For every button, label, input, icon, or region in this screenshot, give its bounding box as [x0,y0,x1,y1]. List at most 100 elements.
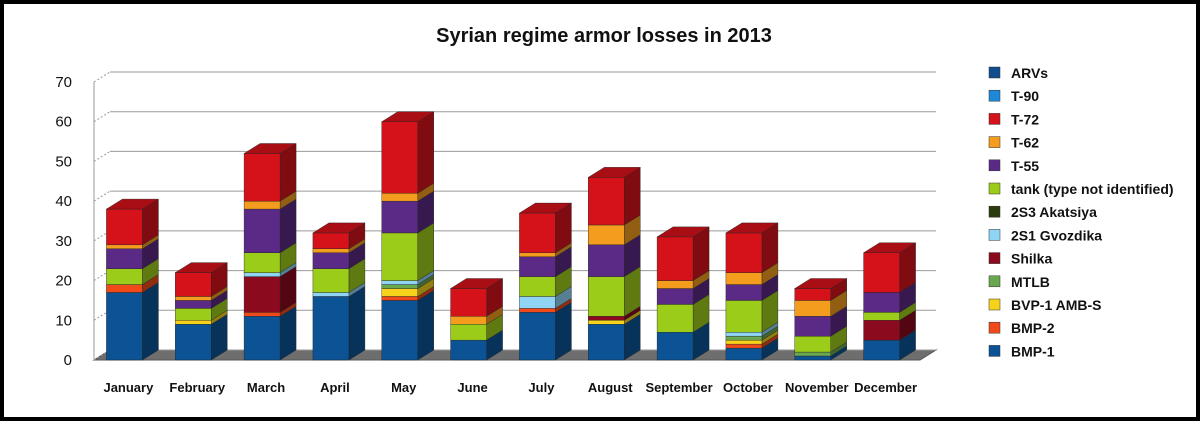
legend-swatch [988,321,1001,334]
gridline-depth [93,111,111,123]
bar-segment [588,234,641,277]
legend-swatch [988,66,1001,79]
bar-segment [175,262,228,297]
legend-label: T-90 [1011,88,1039,104]
bar-top [243,143,297,154]
bar-top [449,278,504,289]
legend-swatch [988,205,1001,218]
bar-segment [519,246,572,277]
bar-stack-october [725,222,779,361]
bar-stack-january [105,198,160,361]
bar-segment [450,313,503,341]
bar-segment [106,198,159,246]
gridline-depth [93,190,111,202]
y-tick-label: 40 [55,193,72,210]
x-tick-label: September [645,380,712,395]
bar-stack-march [243,143,297,361]
legend-swatch [988,298,1001,311]
bar-segment [243,198,297,254]
bar-segment [381,190,434,234]
y-tick-label: 50 [55,153,72,170]
bar-segment [863,329,916,361]
legend-item: BVP-1 AMB-S [988,297,1102,313]
bar-segment [863,282,916,313]
gridline-depth [93,230,111,242]
bar-segment [175,313,228,361]
bar-segment [794,278,847,301]
bar-segment [725,222,779,273]
legend-swatch [988,345,1001,357]
legend-swatch [988,159,1001,172]
bar-segment [794,325,847,353]
legend-label: ARVs [1011,65,1048,81]
x-tick-label: August [588,380,633,395]
bar-segment [243,266,297,313]
bar-stack-february [174,262,228,361]
bar-top [381,111,435,122]
bar-segment [794,345,847,361]
x-tick-label: October [723,380,773,395]
legend-item: 2S1 Gvozdika [988,227,1102,243]
bar-top [656,226,710,238]
bar-segment [588,313,641,361]
bar-top [105,198,160,210]
x-tick-label: June [457,380,487,395]
bar-segment [863,309,916,341]
y-tick-label: 30 [55,233,72,250]
legend-item: Shilka [988,251,1052,267]
legend-label: T-72 [1011,111,1039,127]
bar-segment [381,222,434,281]
legend-label: BMP-1 [1011,343,1055,359]
bar-top [518,202,573,214]
bar-stack-may [381,111,435,361]
legend-swatch [988,182,1001,195]
bar-segment [243,242,297,273]
legend-item: BMP-2 [988,320,1055,336]
legend-label: BMP-2 [1011,320,1055,336]
legend: ARVs T-90 T-72 T-62 T-55 tank (type not ident… [988,65,1174,359]
legend-label: BVP-1 AMB-S [1011,297,1102,313]
legend-label: T-55 [1011,158,1039,174]
bar-segment [656,226,710,281]
plot-area: 0 10 20 30 40 50 60 70 January February March April… [55,71,938,395]
bar-segment [656,278,710,305]
y-tick-label: 70 [55,74,72,91]
legend-swatch [988,136,1001,148]
x-tick-label: May [391,380,417,395]
bar-segment [450,278,503,317]
bar-segment [243,305,297,361]
legend-item: T-62 [988,135,1039,151]
gridline-depth [93,151,111,162]
bar-segment [863,242,916,293]
bar-segment [519,266,572,297]
bar-top [587,167,641,178]
legend-label: 2S3 Akatsiya [1011,204,1097,220]
y-tick-label: 60 [55,114,72,131]
bar-segment [106,282,159,361]
legend-item: T-72 [988,111,1039,127]
bar-top [174,262,228,273]
x-tick-label: April [320,380,350,395]
legend-swatch [988,113,1001,125]
y-tick-label: 20 [55,273,72,290]
gridline-depth [93,349,111,361]
bar-stack-november [794,278,848,361]
x-tick-label: March [247,380,285,395]
bar-stack-april [312,222,366,361]
bar-stack-july [518,202,573,361]
gridline-depth [93,71,111,83]
legend-item: 2S3 Akatsiya [988,204,1097,220]
bar-segment [312,258,366,293]
bar-top [794,278,848,289]
bar-stack-august [587,166,641,361]
legend-item: ARVs [988,65,1048,81]
legend-item: tank (type not identified) [988,181,1174,197]
bar-top [862,242,917,253]
y-tick-label: 10 [55,312,72,329]
bar-segment [656,294,710,333]
stacked-bar-chart: Syrian regime armor losses in 2013 0 10 20… [55,25,1174,395]
gridline-depth [93,309,111,321]
bar-stack-december [862,242,917,361]
legend-item: T-55 [988,158,1039,174]
